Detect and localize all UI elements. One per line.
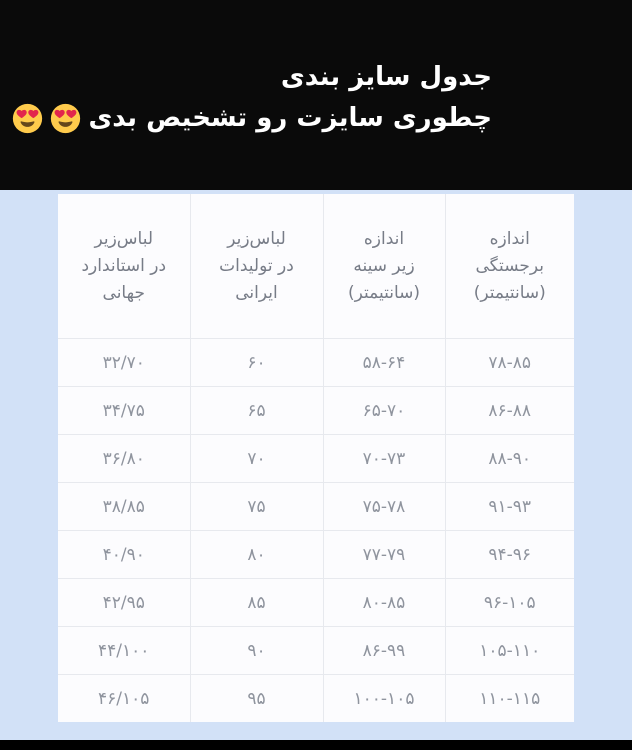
table-row: ۱۱۰-۱۱۵ ۱۰۰-۱۰۵ ۹۵ ۴۶/۱۰۵ — [57, 674, 575, 723]
size-table: اندازه برجستگی (سانتیمتر) اندازه زیر سین… — [57, 193, 575, 723]
cell-underbust: ۶۵-۷۰ — [322, 386, 446, 435]
cell-underbust: ۷۰-۷۳ — [322, 434, 446, 483]
header-line: لباس‌زیر — [227, 228, 286, 249]
cell-bust: ۱۱۰-۱۱۵ — [444, 674, 575, 723]
column-header-iran: لباس‌زیر در تولیدات ایرانی — [189, 193, 324, 339]
title-line1: جدول سایز بندی — [280, 62, 492, 92]
header-line: (سانتیمتر) — [473, 282, 546, 303]
cell-iran: ۹۰ — [189, 626, 324, 675]
title-line2-text: چطوری سایزت رو تشخیص بدی — [88, 103, 492, 133]
table-header-row: اندازه برجستگی (سانتیمتر) اندازه زیر سین… — [57, 193, 575, 339]
cell-underbust: ۵۸-۶۴ — [322, 338, 446, 387]
cell-iran: ۷۵ — [189, 482, 324, 531]
header-line: در استاندارد — [81, 255, 167, 276]
cell-bust: ۸۶-۸۸ — [444, 386, 575, 435]
cell-bust: ۷۸-۸۵ — [444, 338, 575, 387]
cell-bust: ۹۱-۹۳ — [444, 482, 575, 531]
cell-iran: ۸۰ — [189, 530, 324, 579]
table-row: ۷۸-۸۵ ۵۸-۶۴ ۶۰ ۳۲/۷۰ — [57, 338, 575, 387]
cell-bust: ۹۴-۹۶ — [444, 530, 575, 579]
cell-intl: ۳۶/۸۰ — [57, 434, 191, 483]
cell-iran: ۸۵ — [189, 578, 324, 627]
cell-underbust: ۷۷-۷۹ — [322, 530, 446, 579]
cell-intl: ۴۲/۹۵ — [57, 578, 191, 627]
heart-eyes-emoji — [50, 103, 81, 134]
header-line: زیر سینه — [353, 255, 415, 276]
header-line: ایرانی — [235, 282, 278, 303]
header-line: اندازه — [489, 228, 530, 249]
cell-underbust: ۷۵-۷۸ — [322, 482, 446, 531]
cell-bust: ۸۸-۹۰ — [444, 434, 575, 483]
cell-underbust: ۸۰-۸۵ — [322, 578, 446, 627]
cell-iran: ۶۰ — [189, 338, 324, 387]
cell-iran: ۹۵ — [189, 674, 324, 723]
cell-bust: ۹۶-۱۰۵ — [444, 578, 575, 627]
cell-iran: ۶۵ — [189, 386, 324, 435]
table-row: ۸۶-۸۸ ۶۵-۷۰ ۶۵ ۳۴/۷۵ — [57, 386, 575, 435]
header-line: برجستگی — [475, 255, 544, 276]
header-line: جهانی — [102, 282, 145, 303]
title-banner: جدول سایز بندی چطوری سایزت رو تشخیص بدی — [0, 0, 632, 190]
column-header-underbust: اندازه زیر سینه (سانتیمتر) — [322, 193, 446, 339]
header-line: اندازه — [363, 228, 405, 249]
table-row: ۹۱-۹۳ ۷۵-۷۸ ۷۵ ۳۸/۸۵ — [57, 482, 575, 531]
header-line: (سانتیمتر) — [347, 282, 421, 303]
table-row: ۸۸-۹۰ ۷۰-۷۳ ۷۰ ۳۶/۸۰ — [57, 434, 575, 483]
cell-intl: ۴۴/۱۰۰ — [57, 626, 191, 675]
column-header-intl: لباس‌زیر در استاندارد جهانی — [57, 193, 191, 339]
table-row: ۱۰۵-۱۱۰ ۸۶-۹۹ ۹۰ ۴۴/۱۰۰ — [57, 626, 575, 675]
column-header-bust: اندازه برجستگی (سانتیمتر) — [444, 193, 575, 339]
header-line: لباس‌زیر — [94, 228, 154, 249]
cell-intl: ۳۲/۷۰ — [57, 338, 191, 387]
table-row: ۹۶-۱۰۵ ۸۰-۸۵ ۸۵ ۴۲/۹۵ — [57, 578, 575, 627]
table-row: ۹۴-۹۶ ۷۷-۷۹ ۸۰ ۴۰/۹۰ — [57, 530, 575, 579]
cell-intl: ۳۴/۷۵ — [57, 386, 191, 435]
cell-intl: ۴۰/۹۰ — [57, 530, 191, 579]
title-block: جدول سایز بندی چطوری سایزت رو تشخیص بدی — [12, 57, 492, 139]
heart-eyes-emoji — [12, 103, 43, 134]
cell-intl: ۴۶/۱۰۵ — [57, 674, 191, 723]
title-line2: چطوری سایزت رو تشخیص بدی — [12, 98, 492, 139]
bottom-bar — [0, 740, 632, 750]
cell-underbust: ۱۰۰-۱۰۵ — [322, 674, 446, 723]
cell-intl: ۳۸/۸۵ — [57, 482, 191, 531]
header-line: در تولیدات — [219, 255, 294, 276]
cell-iran: ۷۰ — [189, 434, 324, 483]
cell-bust: ۱۰۵-۱۱۰ — [444, 626, 575, 675]
cell-underbust: ۸۶-۹۹ — [322, 626, 446, 675]
